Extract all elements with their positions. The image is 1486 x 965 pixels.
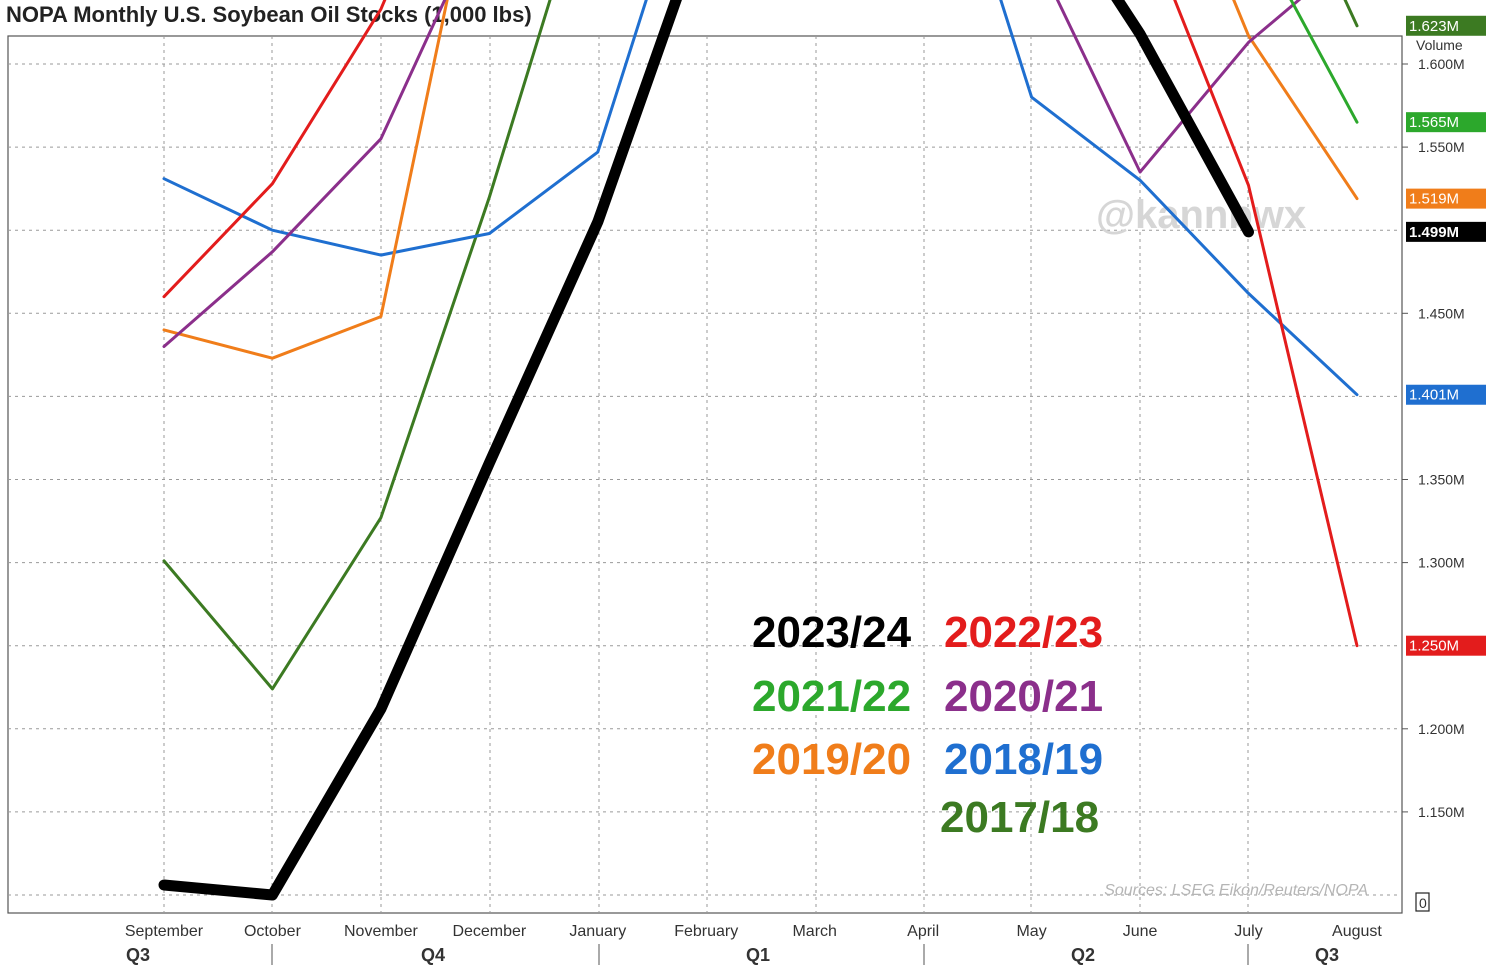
last-value-label: 1.565M bbox=[1409, 114, 1459, 131]
watermark-text: @kannbwx bbox=[1096, 193, 1306, 237]
series-lines bbox=[158, 0, 1359, 901]
last-value-tag bbox=[1406, 188, 1486, 209]
legend-entry-2021-22: 2021/22 bbox=[752, 672, 911, 721]
gridlines bbox=[8, 36, 1402, 913]
last-value-label: 1.250M bbox=[1409, 638, 1459, 655]
series-line-2023-24 bbox=[158, 0, 1254, 901]
quarter-label: Q3 bbox=[1315, 945, 1339, 965]
x-tick-label: July bbox=[1234, 923, 1262, 940]
last-value-label: 1.519M bbox=[1409, 191, 1459, 208]
y-tick-label: 1.200M bbox=[1418, 721, 1465, 737]
last-value-tag bbox=[1406, 384, 1486, 405]
x-tick-label: March bbox=[792, 923, 836, 940]
last-value-tag bbox=[1406, 15, 1486, 36]
quarter-label: Q3 bbox=[126, 945, 150, 965]
series-line-2020-21 bbox=[162, 0, 1302, 348]
chart-title: NOPA Monthly U.S. Soybean Oil Stocks (1,… bbox=[6, 2, 532, 27]
legend-entry-2020-21: 2020/21 bbox=[944, 672, 1103, 721]
x-tick-label: May bbox=[1016, 923, 1046, 940]
plot-area bbox=[7, 35, 1403, 914]
x-tick-label: February bbox=[674, 923, 738, 940]
y-tick-label: 1.600M bbox=[1418, 56, 1465, 72]
x-tick-label: September bbox=[125, 923, 204, 940]
x-tick-label: October bbox=[244, 923, 302, 940]
last-value-tag bbox=[1406, 635, 1486, 656]
y-tick-label: 1.550M bbox=[1418, 139, 1465, 155]
y-tick-label: 1.300M bbox=[1418, 555, 1465, 571]
x-tick-label: January bbox=[569, 923, 626, 940]
last-value-label: 1.623M bbox=[1409, 18, 1459, 35]
series-line-2017-18 bbox=[162, 0, 1359, 691]
y-tick-label: 0 bbox=[1419, 895, 1427, 911]
y-tick-label: 1.150M bbox=[1418, 804, 1465, 820]
legend-entry-2018-19: 2018/19 bbox=[944, 735, 1103, 784]
series-line-2018-19 bbox=[162, 0, 1359, 397]
y-axis-label: Volume bbox=[1416, 37, 1463, 53]
legend-entry-2019-20: 2019/20 bbox=[752, 735, 911, 784]
legend: 2017/18 2018/19 2019/20 2020/21 2021/22 2022/… bbox=[752, 608, 1103, 842]
x-tick-label: December bbox=[452, 923, 526, 940]
x-tick-label: August bbox=[1332, 923, 1382, 940]
quarter-label: Q1 bbox=[746, 945, 770, 965]
x-axis: September October November December January F… bbox=[125, 923, 1382, 965]
plot-border bbox=[7, 35, 1403, 914]
y-zero-box bbox=[1415, 892, 1430, 912]
x-tick-label: November bbox=[344, 923, 418, 940]
last-value-label: 1.401M bbox=[1409, 387, 1459, 404]
legend-entry-2023-24: 2023/24 bbox=[752, 608, 912, 657]
x-tick-label: June bbox=[1123, 923, 1158, 940]
y-axis: Volume2.100M2.050M2.000M1.950M1.900M1.85… bbox=[1402, 37, 1465, 912]
legend-entry-2017-18: 2017/18 bbox=[940, 793, 1099, 842]
series-line-2022-23 bbox=[162, 0, 1359, 648]
quarter-label: Q4 bbox=[421, 945, 445, 965]
source-note: Sources: LSEG Eikon/Reuters/NOPA bbox=[1104, 882, 1368, 899]
x-tick-label: April bbox=[907, 923, 939, 940]
y-tick-label: 1.450M bbox=[1418, 305, 1465, 321]
last-value-tag bbox=[1406, 221, 1486, 242]
series-line-2019-20 bbox=[162, 0, 1359, 360]
last-value-label: 1.499M bbox=[1409, 224, 1459, 241]
last-value-tag bbox=[1406, 112, 1486, 133]
quarter-label: Q2 bbox=[1071, 945, 1095, 965]
legend-entry-2022-23: 2022/23 bbox=[944, 608, 1103, 657]
y-tick-label: 1.350M bbox=[1418, 472, 1465, 488]
last-value-labels: 1.623M1.401M1.519M1.668M1.565M1.250M1.49… bbox=[1406, 15, 1486, 656]
